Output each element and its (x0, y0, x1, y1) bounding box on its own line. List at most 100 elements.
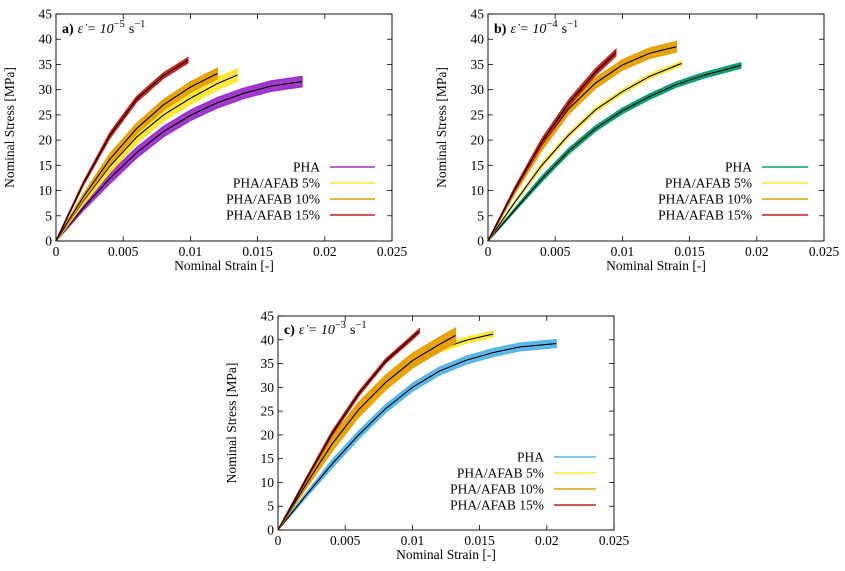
series-1 (487, 60, 683, 242)
x-axis-label: Nominal Strain [-] (174, 258, 274, 273)
y-tick-label: 45 (471, 7, 485, 22)
legend-label: PHA/AFAB 5% (233, 176, 320, 191)
series-mean-line (55, 73, 218, 242)
legend-label: PHA (517, 450, 544, 465)
panel-rate-unit-exp: −1 (355, 320, 366, 331)
chart-panel-a: 0 0.005 0.01 0.015 0.02 0.025 0 5 10 15 20 25 30 35 40… (2, 7, 407, 274)
panel-rate-unit-exp: −1 (567, 19, 578, 30)
y-tick-label: 20 (471, 133, 485, 148)
panel-label: b) (494, 22, 507, 37)
x-tick-label: 0.01 (611, 244, 635, 259)
series-mean-line (277, 330, 420, 531)
series-2 (277, 326, 457, 531)
x-tick-label: 0.025 (809, 244, 840, 259)
legend-label: PHA/AFAB 10% (658, 192, 752, 207)
series-mean-line (55, 59, 189, 242)
y-tick-label: 0 (45, 234, 52, 249)
legend-label: PHA (725, 160, 752, 175)
y-tick-label: 10 (471, 183, 485, 198)
x-tick-label: 0.02 (745, 244, 769, 259)
y-tick-label: 5 (267, 499, 274, 514)
series-band (277, 326, 457, 531)
x-tick-label: 0 (53, 244, 60, 259)
y-tick-label: 25 (471, 107, 485, 122)
series-mean-line (487, 64, 741, 242)
y-tick-label: 5 (477, 208, 484, 223)
series-3 (487, 47, 617, 242)
x-tick-label: 0.02 (535, 533, 559, 548)
x-tick-label: 0.005 (540, 244, 571, 259)
panel-rate-unit: s (129, 22, 134, 37)
y-tick-label: 40 (39, 32, 53, 47)
panel-label: a) (62, 22, 74, 37)
series-mean-line (55, 81, 303, 242)
legend-label: PHA/AFAB 15% (658, 208, 752, 223)
panel-label: c) (284, 323, 295, 338)
x-tick-label: 0.01 (401, 533, 425, 548)
y-tick-label: 10 (261, 475, 275, 490)
panel-title: c) ε̇ = 10−3 s−1 (284, 320, 367, 338)
series-band (487, 60, 683, 242)
x-tick-label: 0.015 (242, 244, 273, 259)
y-tick-label: 40 (471, 32, 485, 47)
x-tick-label: 0.005 (108, 244, 139, 259)
legend-label: PHA/AFAB 15% (226, 208, 320, 223)
series-band (55, 67, 239, 242)
plot-frame (277, 315, 615, 531)
y-tick-label: 30 (39, 82, 53, 97)
y-tick-label: 0 (477, 234, 484, 249)
y-tick-label: 15 (471, 158, 485, 173)
x-tick-label: 0.01 (179, 244, 203, 259)
legend-label: PHA/AFAB 5% (457, 466, 544, 481)
chart-panel-c: 0 0.005 0.01 0.015 0.02 0.025 0 5 10 15 20 25 30 35 40… (224, 309, 629, 563)
y-tick-label: 35 (39, 57, 53, 72)
series-3 (277, 327, 420, 531)
panel-rate-exp: −5 (114, 19, 125, 30)
series-1 (55, 67, 239, 242)
series-2 (55, 67, 219, 242)
y-tick-label: 40 (261, 332, 275, 347)
series-0 (55, 75, 303, 242)
y-tick-label: 20 (39, 133, 53, 148)
x-tick-label: 0.025 (377, 244, 408, 259)
panel-title: a) ε̇ = 10−5 s−1 (62, 19, 145, 37)
panel-rate-unit-exp: −1 (134, 19, 145, 30)
x-tick-label: 0.025 (599, 533, 630, 548)
panel-rate-unit: s (350, 323, 355, 338)
series-0 (277, 338, 558, 531)
series-mean-line (487, 62, 682, 242)
x-tick-label: 0 (485, 244, 492, 259)
series-mean-line (277, 343, 557, 531)
series-mean-line (277, 335, 456, 531)
y-tick-label: 35 (261, 356, 275, 371)
y-tick-label: 10 (39, 183, 53, 198)
y-tick-label: 25 (39, 107, 53, 122)
y-tick-label: 30 (471, 82, 485, 97)
series-mean-line (487, 52, 617, 242)
y-tick-label: 15 (261, 451, 275, 466)
legend-label: PHA/AFAB 5% (665, 176, 752, 191)
series-mean-line (55, 74, 238, 242)
legend-label: PHA/AFAB 10% (450, 482, 544, 497)
y-tick-label: 25 (261, 404, 275, 419)
x-axis-label: Nominal Strain [-] (396, 547, 496, 562)
panel-rate-exp: −3 (335, 320, 346, 331)
y-axis-label: Nominal Stress [MPa] (2, 67, 17, 188)
panel-rate-exp: −4 (546, 19, 558, 30)
panel-rate-expr: ε̇ = 10 (78, 22, 114, 37)
y-tick-label: 45 (261, 309, 275, 324)
x-tick-label: 0 (275, 533, 282, 548)
y-tick-label: 45 (39, 7, 53, 22)
plot-frame (487, 13, 825, 242)
x-tick-label: 0.015 (464, 533, 495, 548)
panel-rate-expr: ε̇ = 10 (510, 22, 546, 37)
y-tick-label: 35 (471, 57, 485, 72)
x-tick-label: 0.015 (674, 244, 705, 259)
panel-title: b) ε̇ = 10−4 s−1 (494, 19, 578, 37)
y-axis-label: Nominal Stress [MPa] (224, 363, 239, 484)
panel-rate-expr: ε̇ = 10 (299, 323, 335, 338)
legend-label: PHA/AFAB 15% (450, 498, 544, 513)
y-tick-label: 30 (261, 380, 275, 395)
x-axis-label: Nominal Strain [-] (606, 258, 706, 273)
